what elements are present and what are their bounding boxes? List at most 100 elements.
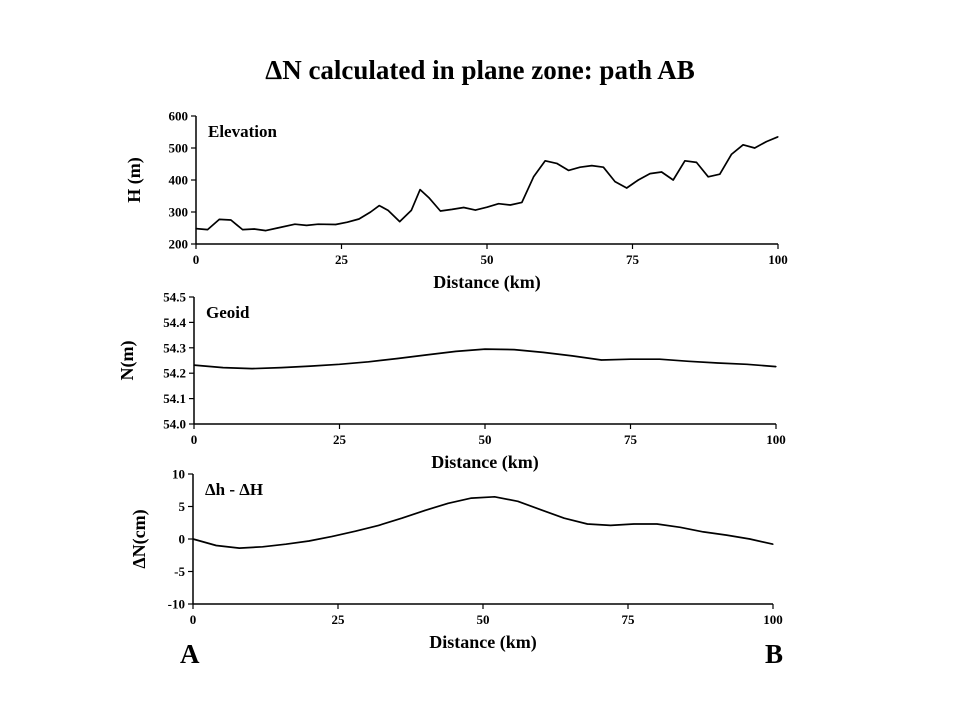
x-tick-label: 100 — [763, 612, 783, 627]
panel-label: Δh - ΔH — [205, 480, 263, 499]
endpoint-label-a: A — [180, 639, 200, 669]
x-tick-label: 0 — [193, 252, 200, 267]
data-point — [707, 176, 709, 178]
y-tick-label: 54.4 — [163, 315, 186, 330]
data-point — [426, 354, 428, 356]
data-point — [746, 363, 748, 365]
data-point — [571, 355, 573, 357]
x-tick-label: 75 — [626, 252, 640, 267]
data-point — [358, 218, 360, 220]
y-tick-label: 54.0 — [163, 417, 186, 432]
data-point — [368, 361, 370, 363]
data-point — [540, 509, 542, 511]
data-point — [195, 228, 197, 230]
data-point — [626, 187, 628, 189]
data-point — [470, 497, 472, 499]
data-point — [308, 540, 310, 542]
data-point — [672, 179, 674, 181]
data-point — [285, 543, 287, 545]
data-point — [702, 531, 705, 533]
series-line — [195, 136, 779, 232]
data-point — [424, 509, 426, 511]
y-axis-title: ΔN(cm) — [129, 509, 150, 568]
data-point — [346, 221, 348, 223]
data-point — [193, 364, 195, 366]
data-point — [586, 523, 589, 525]
data-point — [695, 161, 698, 163]
data-point — [629, 358, 632, 360]
data-point — [215, 544, 217, 547]
y-tick-label: 400 — [169, 173, 189, 188]
x-tick-label: 75 — [624, 432, 638, 447]
series-line — [193, 348, 777, 370]
data-point — [451, 208, 453, 211]
chart-title: ΔN calculated in plane zone: path AB — [265, 55, 695, 85]
data-point — [717, 362, 719, 364]
y-tick-label: 10 — [172, 467, 185, 482]
data-point — [749, 538, 751, 540]
data-point — [387, 209, 389, 211]
x-tick-label: 100 — [766, 432, 786, 447]
data-point — [218, 218, 220, 220]
data-point — [265, 229, 267, 232]
data-point — [542, 351, 544, 353]
data-point — [439, 210, 442, 212]
data-point — [207, 229, 209, 231]
data-point — [521, 201, 523, 203]
data-point — [251, 368, 253, 370]
data-point — [544, 160, 546, 162]
x-tick-label: 50 — [481, 252, 494, 267]
data-point — [591, 165, 593, 167]
data-point — [614, 181, 616, 183]
data-point — [338, 363, 341, 365]
y-tick-label: 300 — [169, 205, 189, 220]
x-tick-label: 25 — [332, 612, 346, 627]
x-tick-label: 75 — [622, 612, 636, 627]
data-point — [192, 538, 194, 540]
data-point — [378, 524, 380, 526]
data-point — [399, 221, 401, 223]
data-point — [567, 169, 570, 171]
y-axis-title: N(m) — [117, 341, 138, 381]
data-point — [486, 206, 488, 208]
x-tick-label: 25 — [335, 252, 349, 267]
data-point — [600, 359, 603, 361]
data-point — [236, 224, 238, 226]
data-point — [684, 160, 686, 162]
data-point — [428, 197, 430, 199]
panel-label: Elevation — [208, 122, 277, 141]
data-point — [777, 136, 779, 138]
data-point — [656, 523, 658, 525]
y-tick-label: 0 — [179, 532, 186, 547]
data-point — [532, 176, 535, 178]
y-tick-label: -5 — [174, 564, 185, 579]
data-point — [556, 162, 558, 164]
data-point — [238, 547, 240, 549]
data-point — [335, 223, 337, 226]
data-point — [474, 209, 476, 211]
y-tick-label: -10 — [168, 597, 185, 612]
data-point — [280, 367, 282, 369]
data-point — [661, 171, 663, 173]
data-point — [354, 530, 356, 532]
data-point — [579, 166, 581, 168]
data-point — [397, 357, 399, 360]
data-point — [401, 517, 403, 519]
data-point — [378, 205, 380, 207]
y-tick-label: 54.3 — [163, 340, 186, 355]
x-tick-label: 50 — [479, 432, 492, 447]
x-tick-label: 25 — [333, 432, 347, 447]
data-point — [447, 502, 449, 504]
data-point — [253, 228, 255, 230]
x-axis-title: Distance (km) — [433, 272, 540, 293]
data-point — [317, 223, 319, 225]
x-axis-title: Distance (km) — [429, 632, 536, 653]
x-tick-label: 0 — [191, 432, 198, 447]
data-point — [726, 534, 728, 536]
y-tick-label: 200 — [169, 237, 189, 252]
series-line — [192, 495, 774, 549]
data-point — [649, 173, 651, 175]
data-point — [410, 209, 412, 211]
data-point — [484, 348, 486, 350]
